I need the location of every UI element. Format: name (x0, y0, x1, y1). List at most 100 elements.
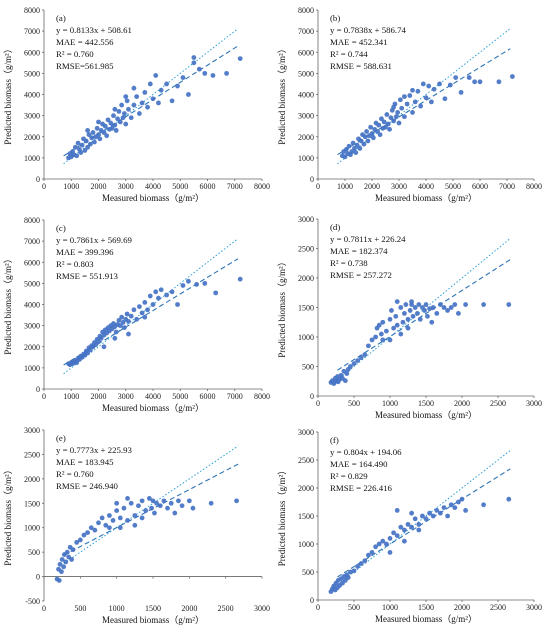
data-point (89, 135, 95, 141)
data-point (380, 319, 386, 325)
data-point (191, 55, 197, 60)
data-point (459, 496, 465, 502)
data-point (99, 515, 105, 521)
x-tick-label: 4000 (145, 182, 161, 191)
data-point (445, 308, 450, 313)
x-tick-label: 1500 (145, 604, 161, 613)
data-point (383, 124, 388, 130)
data-point (109, 125, 115, 131)
data-point (353, 150, 359, 155)
data-point (404, 101, 410, 107)
data-point (425, 313, 430, 319)
data-point (145, 307, 150, 313)
data-point (121, 111, 127, 116)
data-point (87, 141, 93, 147)
data-point (194, 282, 200, 287)
data-point (434, 508, 440, 513)
y-tick-label: 3000 (298, 112, 314, 121)
y-tick-label: 3000 (24, 322, 40, 331)
data-point (158, 287, 164, 293)
data-point (405, 325, 411, 331)
data-point (81, 532, 87, 538)
data-point (402, 94, 407, 100)
panel-label: (a) (56, 13, 66, 23)
mae-text: MAE = 182.374 (330, 246, 388, 256)
data-point (427, 306, 432, 312)
data-point (416, 302, 422, 307)
data-point (362, 134, 368, 140)
data-point (463, 302, 468, 307)
data-point (150, 302, 156, 307)
data-point (416, 527, 422, 533)
data-point (389, 308, 394, 313)
identity-line (337, 28, 511, 165)
data-point (131, 307, 137, 313)
y-tick-label: -500 (25, 597, 40, 606)
data-point (169, 98, 175, 104)
y-tick-label: 3000 (24, 112, 40, 121)
data-point (376, 541, 382, 547)
y-tick-label: 1000 (298, 540, 314, 549)
data-point (104, 133, 110, 139)
data-point (466, 75, 472, 80)
data-point (370, 135, 376, 141)
data-point (496, 79, 502, 85)
data-point (208, 500, 214, 506)
data-point (379, 116, 384, 122)
data-point (403, 302, 409, 307)
data-point (79, 142, 85, 148)
data-point (59, 557, 65, 562)
data-point (117, 323, 123, 329)
data-point (126, 106, 131, 112)
y-tick-label: 5000 (298, 69, 314, 78)
data-point (410, 313, 416, 319)
data-point (377, 132, 383, 138)
data-point (77, 537, 83, 543)
data-point (410, 87, 415, 93)
data-point (385, 121, 391, 127)
equation-text: y = 0.7811x + 226.24 (330, 234, 406, 244)
x-axis-title: Measured biomass（g/m²） (102, 403, 204, 413)
x-tick-label: 5000 (445, 182, 461, 191)
y-tick-label: 0 (310, 392, 314, 401)
y-tick-label: 500 (302, 568, 314, 577)
data-point (376, 122, 382, 128)
x-tick-label: 0 (42, 182, 46, 191)
data-point (362, 352, 368, 358)
y-tick-label: 1000 (24, 524, 40, 533)
data-point (364, 129, 369, 134)
data-point (437, 81, 442, 87)
data-point (75, 140, 81, 146)
rmse-text: RMSE = 257.272 (330, 270, 392, 280)
data-point (345, 575, 351, 580)
data-point (125, 517, 130, 523)
x-axis-title: Measured biomass（g/m²） (102, 615, 204, 625)
data-point (131, 102, 137, 108)
y-tick-label: 4000 (298, 91, 314, 100)
data-point (362, 558, 368, 564)
y-tick-label: 5000 (24, 69, 40, 78)
data-point (153, 289, 159, 295)
x-tick-label: 2000 (91, 392, 107, 401)
data-point (458, 89, 464, 95)
data-point (348, 569, 353, 575)
y-tick-label: 0 (310, 596, 314, 605)
data-point (387, 337, 393, 343)
data-point (452, 505, 458, 510)
data-point (191, 60, 197, 66)
x-tick-label: 2500 (490, 603, 506, 612)
data-point (388, 115, 394, 121)
data-point (132, 513, 138, 518)
data-point (358, 355, 364, 361)
r2-text: R² = 0.803 (56, 259, 94, 269)
x-tick-label: 6000 (472, 182, 488, 191)
data-point (102, 123, 108, 129)
chart-panel-e: 0 500 1000 1500 2000 2500 3000-500050010001500… (3, 426, 270, 625)
data-point (429, 319, 435, 325)
r2-text: R² = 0.829 (330, 471, 368, 481)
y-tick-label: 2500 (298, 245, 314, 254)
data-point (164, 81, 170, 87)
x-tick-label: 3000 (254, 604, 270, 613)
data-point (387, 126, 392, 132)
data-point (202, 70, 208, 76)
